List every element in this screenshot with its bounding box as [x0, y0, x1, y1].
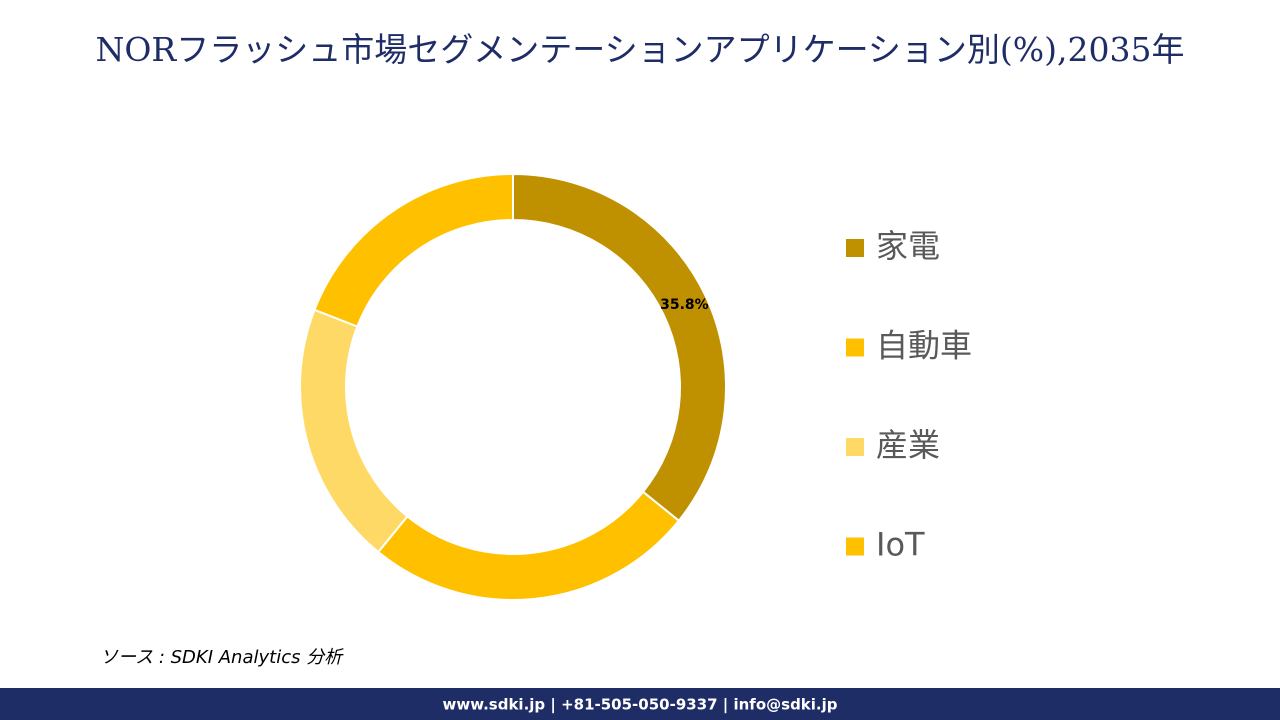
source: ソース : SDKI Analytics 分析 — [100, 647, 344, 668]
footer-text: www.sdki.jp | +81-505-050-9337 | info@sd… — [442, 696, 837, 715]
legend-label: 自動車 — [876, 327, 972, 365]
legend-swatch — [846, 338, 864, 357]
legend-label: 家電 — [876, 227, 940, 265]
legend-swatch — [846, 239, 864, 257]
chart-title: NORフラッシュ市場セグメンテーションアプリケーション別(%),2035年 — [95, 30, 1184, 69]
legend-label: 産業 — [876, 426, 940, 464]
footer-bar — [0, 688, 1280, 720]
legend-label: IoT — [876, 526, 925, 564]
donut-segment — [313, 172, 514, 328]
data-label: 35.8% — [660, 297, 709, 313]
donut-segment — [299, 308, 409, 554]
donut-segment — [512, 172, 727, 523]
donut-segment — [376, 490, 681, 601]
legend-swatch — [846, 438, 864, 456]
legend-swatch — [846, 537, 864, 556]
